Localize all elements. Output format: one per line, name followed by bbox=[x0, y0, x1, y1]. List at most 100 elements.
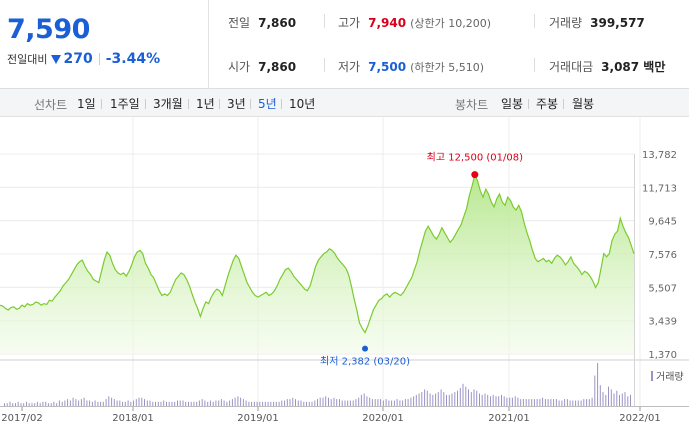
y-tick-label: 3,439 bbox=[648, 317, 677, 328]
volume-bar bbox=[94, 400, 96, 406]
volume-bar bbox=[168, 401, 170, 406]
volume-bar bbox=[289, 399, 291, 406]
volume-bar bbox=[539, 399, 541, 406]
volume-bar bbox=[127, 400, 129, 406]
volume-bar bbox=[339, 399, 340, 406]
stat-low: 저가 7,500 (하한가 5,510) bbox=[338, 58, 484, 75]
volume-bar bbox=[446, 394, 447, 406]
stat-label: 고가 bbox=[338, 16, 361, 30]
volume-bar bbox=[544, 399, 546, 406]
volume-bar bbox=[174, 401, 176, 406]
volume-bar bbox=[9, 401, 11, 406]
volume-bar bbox=[437, 392, 439, 406]
volume-bar bbox=[575, 400, 577, 406]
volume-bar bbox=[212, 401, 214, 406]
period-option-1d[interactable]: 1일 bbox=[77, 97, 96, 111]
volume-bar bbox=[144, 399, 145, 406]
volume-bar bbox=[188, 401, 189, 406]
volume-bar bbox=[207, 401, 209, 406]
volume-bar bbox=[171, 401, 173, 406]
volume-bar bbox=[448, 394, 450, 406]
volume-bar bbox=[380, 399, 382, 406]
volume-bar bbox=[608, 386, 609, 406]
volume-bar bbox=[166, 401, 167, 406]
candle-option-weekly[interactable]: 주봉 bbox=[536, 97, 559, 111]
volume-bar bbox=[443, 392, 445, 406]
volume-bar bbox=[371, 399, 373, 406]
volume-bar bbox=[561, 400, 563, 406]
stock-summary: 7,590 전일대비 270 -3.44% 전일 7,860 고가 7,940 … bbox=[0, 0, 689, 89]
volume-bar bbox=[256, 401, 258, 406]
change-label: 전일대비 bbox=[7, 53, 48, 66]
candle-option-monthly[interactable]: 월봉 bbox=[572, 97, 595, 111]
period-bar: 선차트 1일 1주일 3개월 1년 3년 5년 10년 봉차트 일봉 주봉 월봉 bbox=[0, 89, 689, 117]
volume-bar bbox=[531, 399, 533, 406]
stat-value: 7,940 bbox=[368, 16, 407, 30]
period-option-5y[interactable]: 5년 bbox=[258, 97, 277, 111]
volume-bar bbox=[102, 401, 104, 406]
volume-bar bbox=[330, 399, 332, 406]
volume-bar bbox=[503, 396, 505, 406]
volume-bar bbox=[511, 397, 513, 406]
price-chart: 13,782 11,713 9,645 7,576 5,507 3,439 1,370 20… bbox=[0, 117, 689, 435]
volume-bar bbox=[204, 400, 206, 406]
volume-bar bbox=[509, 397, 511, 406]
volume-bar bbox=[514, 396, 516, 406]
volume-bar bbox=[122, 401, 124, 406]
period-option-1w[interactable]: 1주일 bbox=[110, 97, 140, 111]
volume-bar bbox=[264, 401, 266, 406]
volume-bar bbox=[580, 400, 582, 406]
stat-note: (상한가 10,200) bbox=[410, 17, 491, 30]
volume-bar bbox=[31, 403, 33, 406]
volume-bar bbox=[624, 392, 626, 406]
divider bbox=[188, 99, 189, 109]
change-row: 전일대비 270 -3.44% bbox=[7, 51, 160, 67]
volume-bar bbox=[468, 389, 469, 406]
volume-bar bbox=[130, 401, 132, 406]
volume-bar bbox=[42, 401, 44, 406]
volume-bar bbox=[610, 389, 612, 406]
volume-bar bbox=[522, 399, 524, 406]
period-option-3m[interactable]: 3개월 bbox=[153, 97, 183, 111]
volume-bar bbox=[47, 403, 49, 406]
volume-bar bbox=[429, 393, 431, 406]
price-box: 7,590 전일대비 270 -3.44% bbox=[0, 0, 209, 89]
y-tick-label: 13,782 bbox=[642, 150, 677, 161]
max-marker bbox=[471, 171, 479, 179]
stat-high: 고가 7,940 (상한가 10,200) bbox=[338, 14, 491, 31]
volume-bar bbox=[577, 400, 579, 406]
volume-bar bbox=[152, 401, 154, 406]
period-option-10y[interactable]: 10년 bbox=[289, 97, 316, 111]
candle-option-daily[interactable]: 일봉 bbox=[501, 97, 524, 111]
min-annotation: 최저 2,382 (03/20) bbox=[320, 356, 410, 368]
volume-bar bbox=[80, 399, 82, 406]
stat-value: 7,860 bbox=[258, 60, 297, 74]
volume-bar bbox=[415, 394, 417, 406]
volume-bar bbox=[542, 397, 544, 406]
volume-bar bbox=[286, 399, 288, 406]
volume-bar bbox=[349, 400, 351, 406]
volume-bar bbox=[56, 403, 58, 406]
volume-bar bbox=[385, 399, 387, 406]
divider bbox=[250, 99, 251, 109]
stat-label: 거래량 bbox=[549, 16, 583, 30]
volume-bar bbox=[484, 393, 486, 406]
period-option-1y[interactable]: 1년 bbox=[196, 97, 215, 111]
stat-label: 시가 bbox=[228, 60, 251, 74]
volume-bar bbox=[135, 399, 137, 406]
y-tick-label: 1,370 bbox=[648, 350, 677, 361]
volume-bar bbox=[295, 399, 296, 406]
volume-bar bbox=[366, 396, 368, 406]
volume-bar bbox=[583, 399, 585, 406]
volume-bar bbox=[374, 399, 376, 406]
volume-bar bbox=[550, 399, 552, 406]
period-option-3y[interactable]: 3년 bbox=[227, 97, 246, 111]
volume-bar bbox=[141, 397, 143, 406]
volume-bar bbox=[569, 400, 571, 406]
volume-bar bbox=[358, 397, 360, 406]
volume-bar bbox=[223, 400, 225, 406]
volume-bar bbox=[591, 397, 593, 406]
volume-legend-label: 거래량 bbox=[656, 371, 684, 383]
volume-bar bbox=[528, 399, 530, 406]
volume-bar bbox=[328, 397, 329, 406]
